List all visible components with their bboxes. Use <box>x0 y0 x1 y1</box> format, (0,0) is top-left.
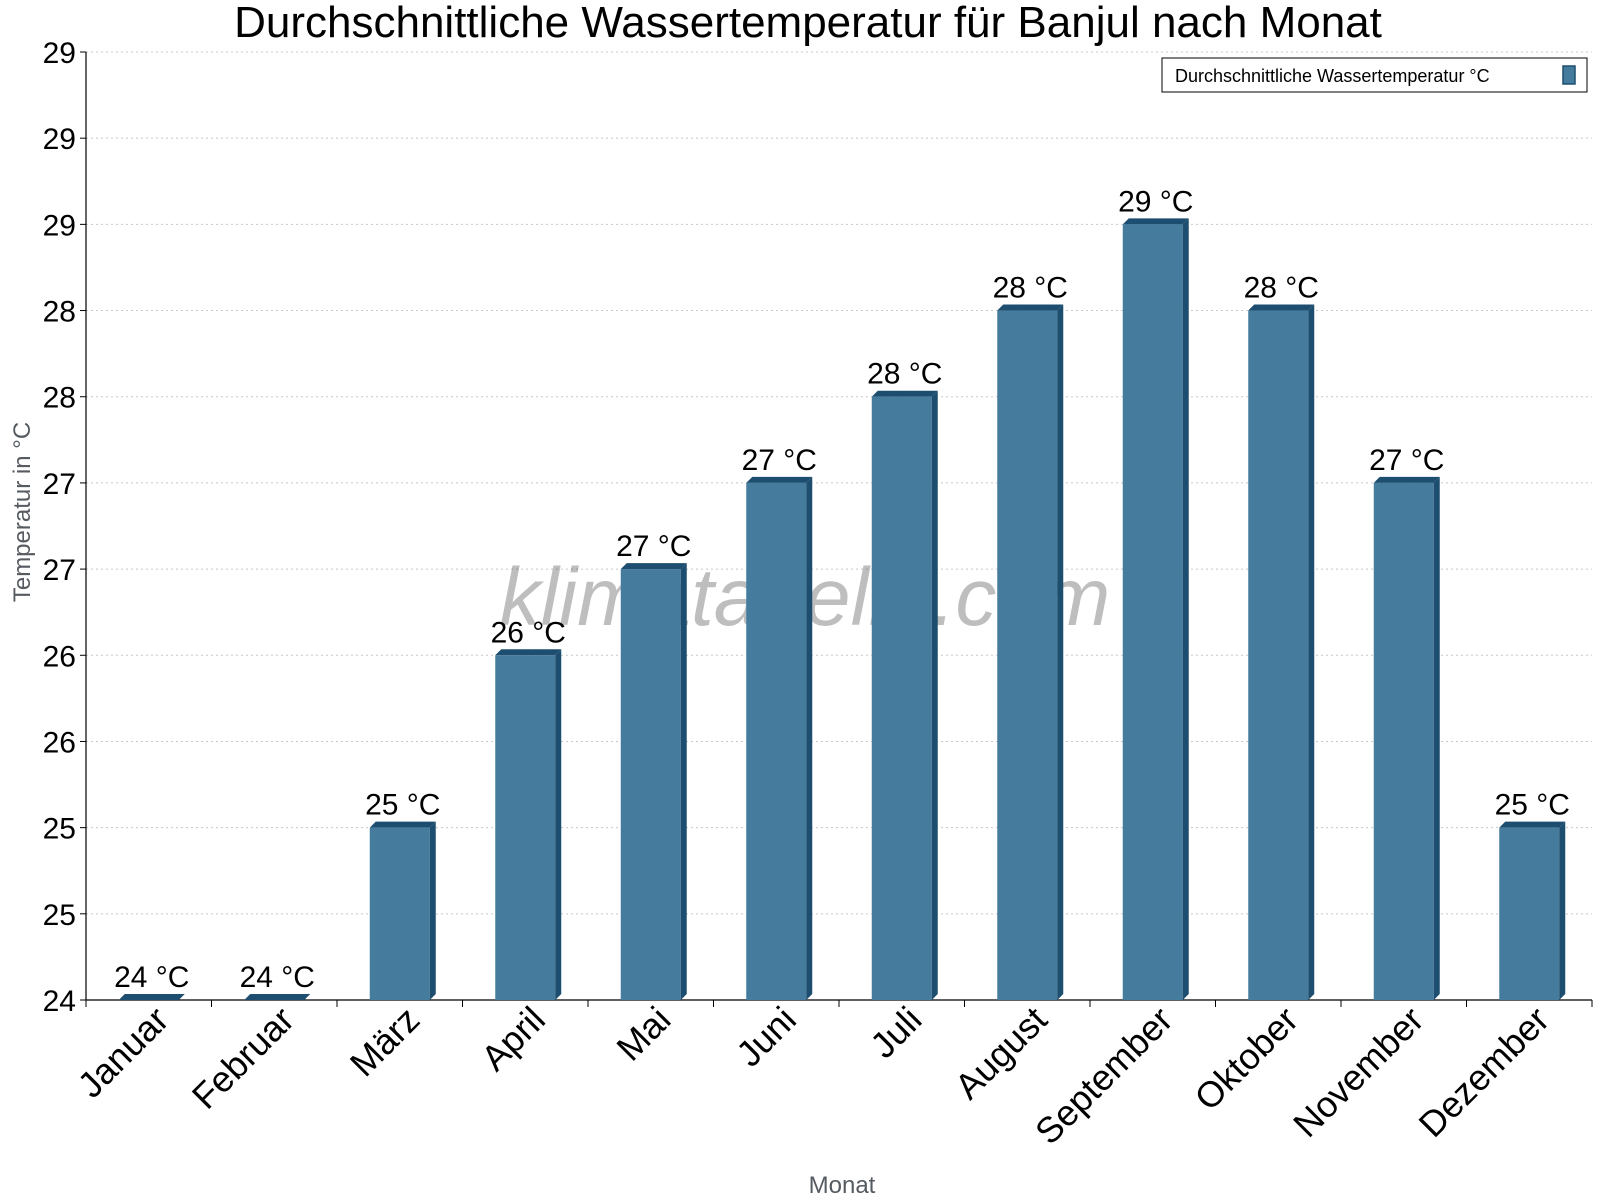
x-axis-title: Monat <box>809 1172 876 1199</box>
x-tick-label: August <box>947 999 1055 1107</box>
bar-side <box>1433 476 1440 1001</box>
y-tick-label: 25 <box>43 899 76 932</box>
bar-side <box>806 476 813 1001</box>
value-label: 28 °C <box>1244 272 1319 305</box>
bar-top <box>369 821 436 828</box>
x-tick-label: Januar <box>70 999 177 1106</box>
x-tick-label: Mai <box>608 999 678 1069</box>
y-tick-label: 29 <box>43 37 76 70</box>
value-label: 29 °C <box>1118 185 1193 218</box>
bar-side <box>1559 821 1566 1000</box>
bar-top <box>1248 304 1315 311</box>
bar-september <box>1122 218 1189 1000</box>
x-tick-label: November <box>1285 999 1431 1145</box>
bar-märz <box>369 821 436 1000</box>
value-label: 28 °C <box>867 358 942 391</box>
bar-front <box>620 569 681 1000</box>
bar-top <box>746 476 813 483</box>
bar-side <box>555 649 562 1000</box>
bar-front <box>1248 310 1309 1001</box>
bar-juni <box>746 476 813 1001</box>
bar-side <box>1057 304 1064 1001</box>
y-tick-label: 29 <box>43 123 76 156</box>
y-axis: 24 25 25 26 26 27 27 28 28 29 29 29 <box>43 37 87 1018</box>
bar-top <box>118 994 185 1000</box>
y-tick-label: 28 <box>43 382 76 415</box>
bar-februar <box>244 994 311 1000</box>
bar-front <box>1373 482 1434 1001</box>
bar-front <box>1499 827 1560 1000</box>
value-label: 27 °C <box>616 530 691 563</box>
y-tick-label: 27 <box>43 554 76 587</box>
bar-side <box>680 563 687 1000</box>
x-axis: Januar Februar März April Mai Juni Juli AugustS… <box>70 999 1593 1153</box>
value-label: 26 °C <box>491 616 566 649</box>
bar-top <box>495 649 562 656</box>
bars <box>118 218 1566 1001</box>
value-label: 25 °C <box>1495 789 1570 822</box>
bar-top <box>1122 218 1189 225</box>
bar-front <box>871 396 932 1000</box>
x-tick-label: April <box>473 999 553 1079</box>
bar-front <box>1122 224 1183 1000</box>
bar-november <box>1373 476 1440 1001</box>
value-label: 24 °C <box>240 961 315 994</box>
value-label: 27 °C <box>1369 444 1444 477</box>
y-tick-label: 29 <box>43 209 76 242</box>
legend-label: Durchschnittliche Wassertemperatur °C <box>1175 66 1490 86</box>
y-tick-label: 26 <box>43 640 76 673</box>
y-tick-label: 28 <box>43 296 76 329</box>
bar-top <box>1373 476 1440 483</box>
value-label: 27 °C <box>742 444 817 477</box>
legend-box <box>1161 57 1588 93</box>
bar-januar <box>118 994 185 1000</box>
bar-top <box>244 994 311 1000</box>
y-tick-label: 26 <box>43 726 76 759</box>
bar-juli <box>871 390 938 1000</box>
value-label: 24 °C <box>114 961 189 994</box>
bar-side <box>1182 218 1189 1000</box>
x-tick-label: Juli <box>862 999 929 1066</box>
bar-oktober <box>1248 304 1315 1001</box>
x-tick-label: Februar <box>184 999 302 1117</box>
bar-dezember <box>1499 821 1566 1000</box>
x-tick-label: Dezember <box>1410 999 1556 1145</box>
legend: Durchschnittliche Wassertemperatur °C <box>1161 57 1588 93</box>
bar-top <box>1499 821 1566 828</box>
x-tick-label: März <box>342 999 428 1085</box>
bar-side <box>1308 304 1315 1001</box>
value-label: 28 °C <box>993 272 1068 305</box>
bar-front <box>997 310 1058 1001</box>
bar-top <box>620 563 687 570</box>
bar-top <box>871 390 938 397</box>
y-axis-title: Temperatur in °C <box>9 422 36 602</box>
x-tick-label: Juni <box>728 999 804 1075</box>
bar-front <box>369 827 430 1000</box>
bar-august <box>997 304 1064 1001</box>
y-tick-label: 24 <box>43 985 76 1018</box>
legend-swatch <box>1562 65 1576 85</box>
bar-side <box>429 821 436 1000</box>
bar-front <box>495 655 556 1000</box>
x-tick-label: Oktober <box>1186 999 1306 1119</box>
value-labels: 24 °C 24 °C 25 °C 26 °C 27 °C 27 °C 28 °C 28 °C… <box>114 185 1570 994</box>
value-label: 25 °C <box>365 789 440 822</box>
y-tick-label: 25 <box>43 813 76 846</box>
bar-front <box>746 482 807 1001</box>
bar-side <box>931 390 938 1000</box>
x-tick-label: September <box>1027 999 1181 1153</box>
bar-mai <box>620 563 687 1000</box>
grid <box>86 51 1592 915</box>
bar-top <box>997 304 1064 311</box>
chart-title: Durchschnittliche Wassertemperatur für B… <box>234 0 1382 47</box>
bar-april <box>495 649 562 1000</box>
y-tick-label: 27 <box>43 468 76 501</box>
